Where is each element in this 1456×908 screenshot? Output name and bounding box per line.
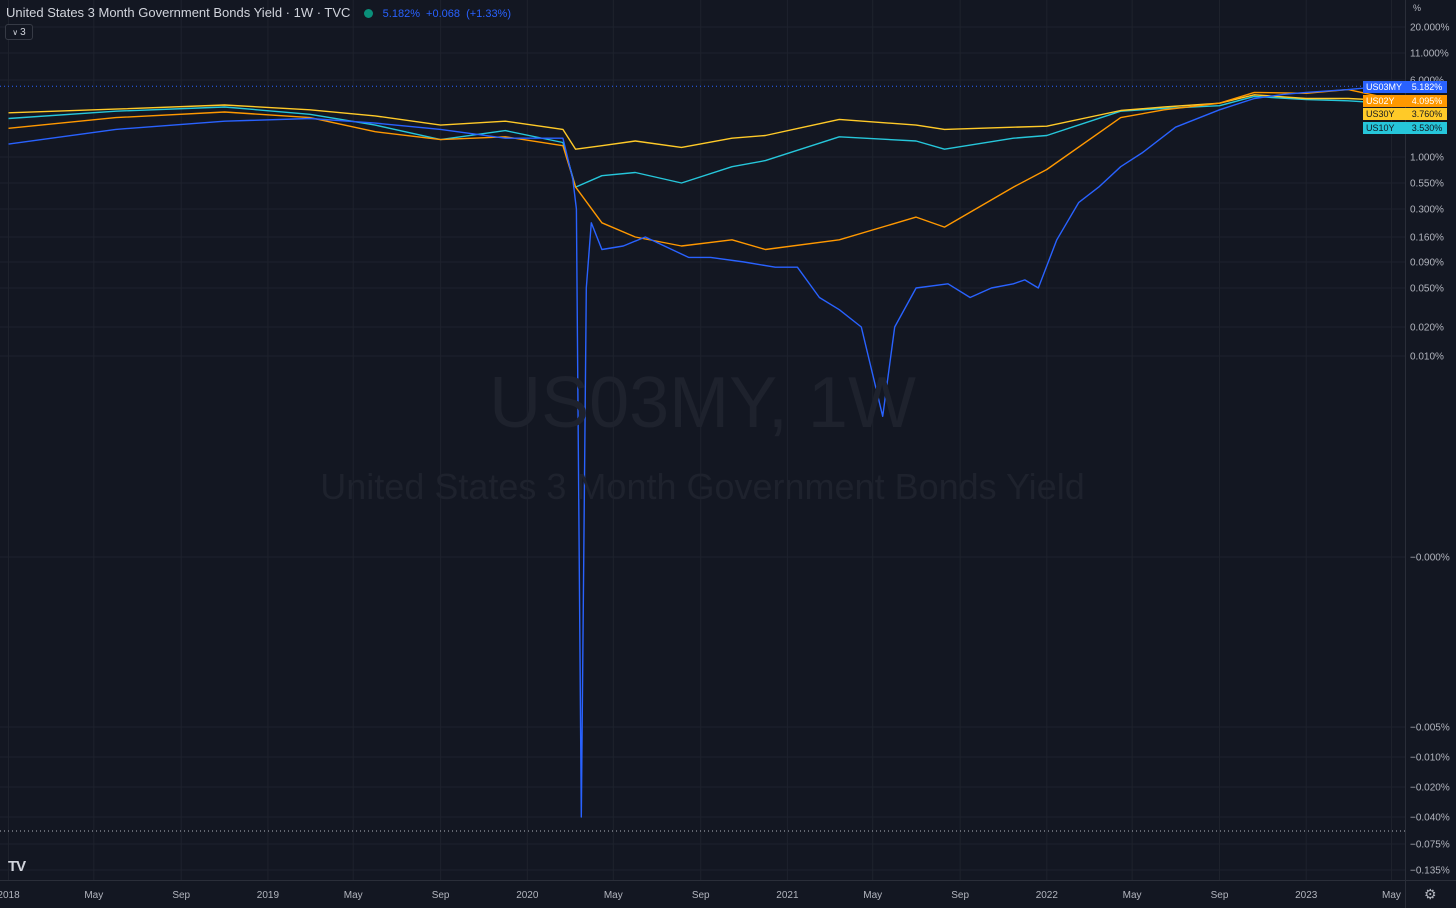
indicators-collapse-button[interactable]: ∨ 3 [5,24,33,40]
y-tick-label: 1.000% [1410,153,1444,164]
series-line-us10y[interactable] [8,95,1381,188]
x-tick-label: May [604,890,623,901]
market-status-icon [364,9,374,18]
price-tag-value: 3.760% [1411,109,1443,119]
y-tick-label: 11.000% [1410,49,1449,60]
x-tick-label: Sep [1211,890,1229,901]
y-tick-label: −0.135% [1410,866,1450,877]
axis-unit-label: % [1413,3,1422,13]
x-tick-label: Sep [432,890,450,901]
x-tick-label: May [1382,890,1401,901]
price-tag-symbol: US02Y [1366,95,1395,106]
series-line-us02y[interactable] [8,88,1381,251]
y-tick-label: 20.000% [1410,23,1450,34]
x-tick-label: May [344,890,363,901]
y-tick-label: −0.075% [1410,840,1450,851]
price-tag-us30y[interactable]: US30Y 3.760% [1363,108,1447,120]
y-tick-label: 0.010% [1410,352,1444,363]
x-tick-label: 2023 [1295,890,1318,901]
x-tick-label: 2018 [0,890,20,901]
x-tick-label: 2021 [776,890,799,901]
x-tick-label: 2022 [1036,890,1059,901]
price-tag-value: 5.182% [1411,82,1443,92]
price-tag-us10y[interactable]: US10Y 3.530% [1363,121,1447,134]
series-layer [0,83,1405,832]
y-tick-label: 0.160% [1410,233,1444,244]
x-tick-label: Sep [951,890,969,901]
price-tag-value: 3.530% [1411,122,1443,133]
price-tag-symbol: US03MY [1366,82,1403,92]
x-tick-label: Sep [172,890,190,901]
series-line-us03my[interactable] [8,85,1384,818]
indicators-count: 3 [20,26,26,38]
x-tick-label: May [863,890,882,901]
last-value: 5.182% [382,8,420,20]
x-tick-label: Sep [692,890,710,901]
y-tick-label: 0.550% [1410,179,1444,190]
legend-header: United States 3 Month Government Bonds Y… [6,5,514,20]
y-tick-label: −0.005% [1410,723,1450,734]
watermark-symbol: US03MY, 1W [489,363,916,443]
price-tag-us02y[interactable]: US02Y 4.095% [1363,94,1447,107]
grid [0,0,1405,880]
price-tag-value: 4.095% [1411,95,1443,106]
x-tick-label: May [1123,890,1142,901]
y-tick-label: −0.000% [1410,553,1450,564]
quote-values: 5.182% +0.068 (+1.33%) [383,8,514,20]
y-tick-label: −0.010% [1410,753,1450,764]
time-axis: 2018 May Sep 2019 May Sep 2020 May Sep 2021 May Sep… [0,880,1456,901]
y-tick-label: 0.020% [1410,323,1444,334]
x-tick-label: 2020 [516,890,539,901]
chevron-down-icon: ∨ [12,27,19,37]
chart-title[interactable]: United States 3 Month Government Bonds Y… [6,5,351,20]
y-tick-label: −0.020% [1410,783,1450,794]
gear-icon[interactable]: ⚙ [1424,886,1437,902]
y-tick-label: 0.090% [1410,258,1444,269]
watermark-name: United States 3 Month Government Bonds Y… [320,466,1085,507]
change-value: +0.068 [426,8,460,20]
x-tick-label: May [84,890,103,901]
tradingview-logo-icon: TV [8,858,26,875]
price-tag-us03my[interactable]: US03MY 5.182% [1363,81,1447,93]
x-tick-label: 2019 [257,890,280,901]
y-tick-label: 0.300% [1410,205,1444,216]
y-tick-label: 0.050% [1410,284,1444,295]
price-tag-symbol: US30Y [1366,109,1395,119]
price-tag-symbol: US10Y [1366,122,1395,133]
y-tick-label: −0.040% [1410,813,1450,824]
price-axis: 20.000%11.000%6.000%1.000%0.550%0.300%0.… [1405,0,1450,908]
change-percent: (+1.33%) [466,8,512,20]
